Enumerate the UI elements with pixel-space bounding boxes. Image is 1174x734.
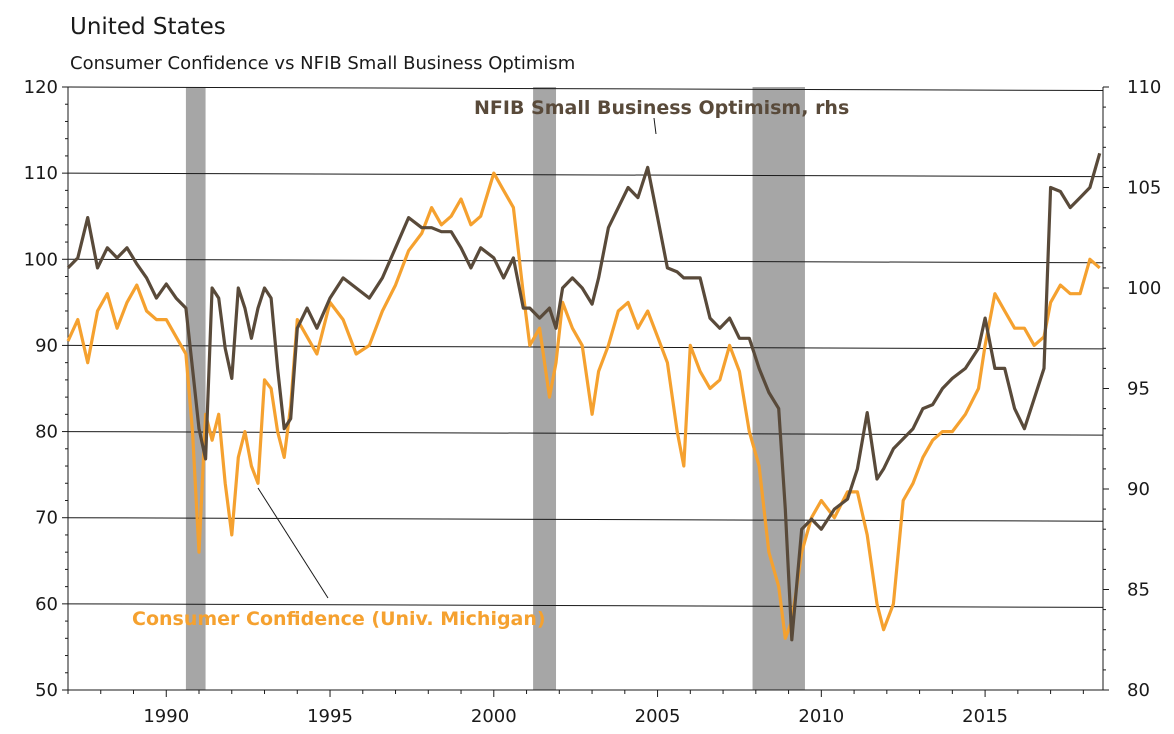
right-tick-label-80: 80 <box>1127 680 1150 701</box>
gridlines <box>67 86 1104 608</box>
gridline-120 <box>67 86 1104 91</box>
left-tick-label-70: 70 <box>35 508 58 529</box>
consumer-confidence-label: Consumer Confidence (Univ. Michigan) <box>132 608 546 630</box>
gridline-80 <box>67 431 1104 436</box>
left-tick-label-120: 120 <box>24 77 58 98</box>
right-tick-label-90: 90 <box>1127 479 1150 500</box>
consumer-confidence-leader-line <box>257 487 329 599</box>
gridline-90 <box>67 344 1104 350</box>
nfib-optimism-label: NFIB Small Business Optimism, rhs <box>474 97 849 119</box>
series-labels: Consumer Confidence (Univ. Michigan) NFIB… <box>132 97 849 630</box>
gridline-110 <box>67 172 1104 178</box>
axes: 50 60 70 80 90 100 110 120 80 85 90 95 100 105 110 1990… <box>24 77 1162 727</box>
chart-title: United States <box>70 14 226 40</box>
x-tick-label-1990: 1990 <box>143 706 189 727</box>
right-tick-label-85: 85 <box>1127 580 1150 601</box>
x-tick-label-2005: 2005 <box>635 706 681 727</box>
gridline-60 <box>67 603 1104 608</box>
left-tick-label-80: 80 <box>35 422 58 443</box>
gridline-70 <box>67 517 1104 522</box>
right-tick-label-100: 100 <box>1127 278 1161 299</box>
consumer-confidence-line <box>66 171 1101 640</box>
recession-band-1 <box>533 87 557 690</box>
gridline-100 <box>67 258 1104 264</box>
series-lines <box>66 152 1102 642</box>
left-tick-label-110: 110 <box>24 163 58 184</box>
left-tick-label-50: 50 <box>35 680 58 701</box>
x-tick-label-2010: 2010 <box>798 706 844 727</box>
right-tick-label-95: 95 <box>1127 379 1150 400</box>
x-tick-label-2000: 2000 <box>471 706 517 727</box>
left-tick-label-90: 90 <box>35 335 58 356</box>
right-tick-label-110: 110 <box>1127 77 1161 98</box>
left-tick-label-100: 100 <box>24 249 58 270</box>
x-tick-label-2015: 2015 <box>962 706 1008 727</box>
right-tick-label-105: 105 <box>1127 178 1161 199</box>
chart-subtitle: Consumer Confidence vs NFIB Small Busine… <box>70 53 576 74</box>
x-tick-label-1995: 1995 <box>307 706 353 727</box>
nfib-leader-line <box>653 117 657 135</box>
left-tick-label-60: 60 <box>35 594 58 615</box>
nfib-optimism-line <box>66 152 1102 642</box>
